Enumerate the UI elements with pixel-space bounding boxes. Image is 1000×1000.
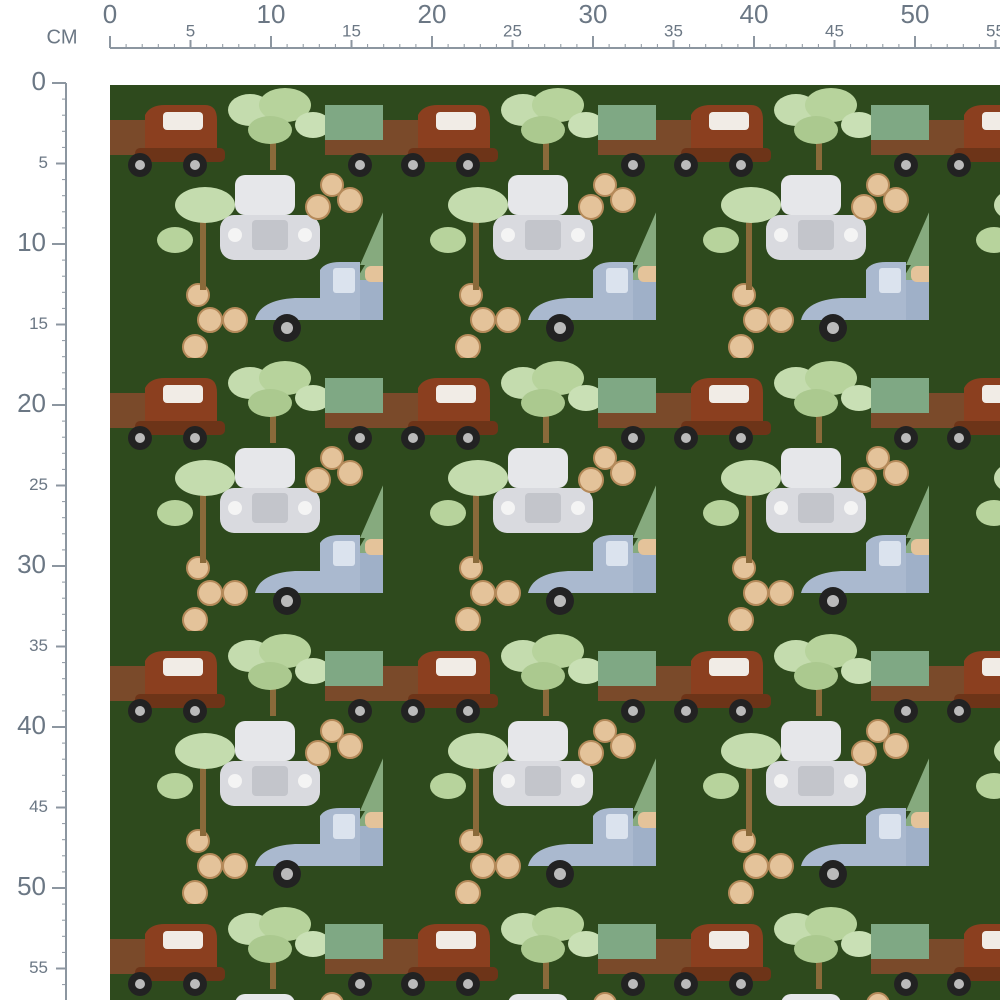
left-tick-label: 15 [29,314,48,333]
top-tick-label: 50 [901,0,930,29]
left-tick-label: 50 [17,871,46,901]
left-tick-label: 0 [32,66,46,96]
top-tick-label: 45 [825,21,844,40]
top-tick-label: 0 [103,0,117,29]
fabric-print [110,85,1000,1000]
top-tick-label: 20 [418,0,447,29]
top-tick-label: 5 [186,21,195,40]
top-tick-label: 25 [503,21,522,40]
top-tick-label: 30 [579,0,608,29]
left-tick-label: 30 [17,549,46,579]
top-tick-label: 10 [257,0,286,29]
left-tick-label: 25 [29,475,48,494]
unit-label: CM [46,26,77,48]
left-tick-label: 55 [29,958,48,977]
left-tick-label: 5 [39,153,48,172]
top-tick-label: 40 [740,0,769,29]
top-tick-label: 15 [342,21,361,40]
left-tick-label: 40 [17,710,46,740]
left-tick-label: 45 [29,797,48,816]
left-tick-label: 10 [17,227,46,257]
top-tick-label: 35 [664,21,683,40]
left-tick-label: 35 [29,636,48,655]
left-tick-label: 20 [17,388,46,418]
top-tick-label: 55 [986,21,1000,40]
